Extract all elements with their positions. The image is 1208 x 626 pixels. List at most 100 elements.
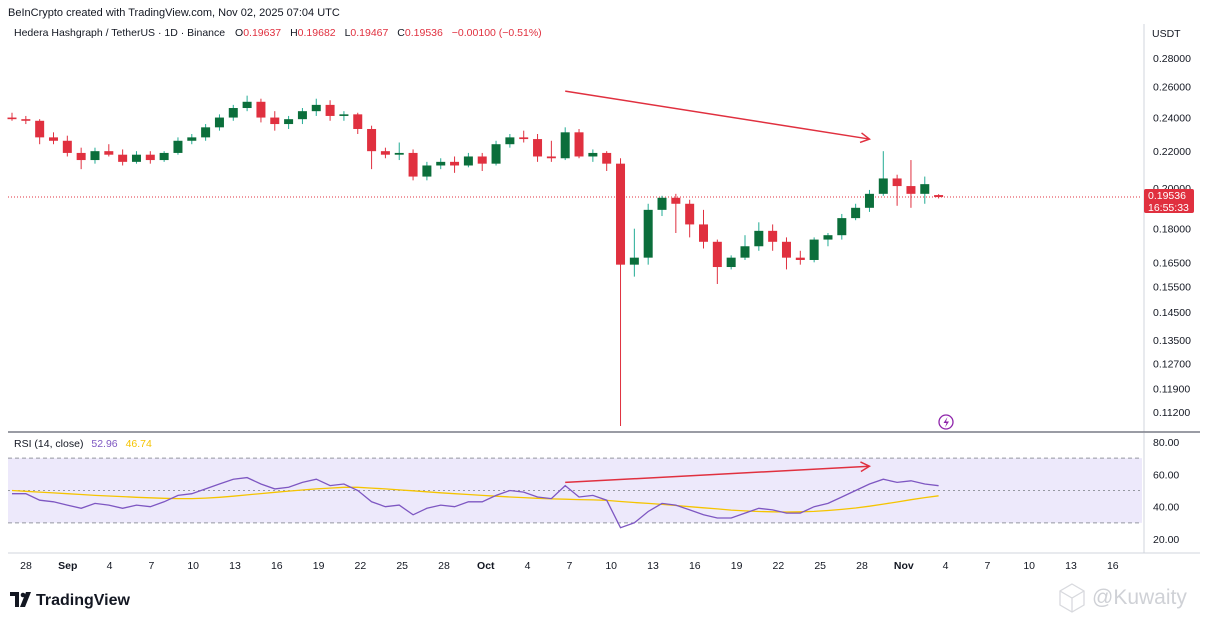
candle bbox=[560, 127, 570, 161]
candle bbox=[754, 222, 764, 251]
rsi-tick-3: 20.00 bbox=[1153, 534, 1179, 546]
last-price-tag: 0.19536 16:55:33 bbox=[1144, 189, 1194, 214]
price-tick-10: 0.12700 bbox=[1153, 358, 1191, 370]
candle-body bbox=[145, 154, 155, 161]
price-tick-6: 0.16500 bbox=[1153, 257, 1191, 269]
price-tick-11: 0.11900 bbox=[1153, 384, 1190, 396]
candle-body bbox=[422, 165, 432, 177]
time-tick-15: 13 bbox=[647, 560, 659, 572]
candle bbox=[325, 100, 335, 121]
candle-body bbox=[48, 137, 58, 141]
price-tick-3: 0.22000 bbox=[1153, 146, 1191, 158]
candle bbox=[284, 115, 294, 129]
candle bbox=[118, 149, 128, 166]
rsi-ma-value: 46.74 bbox=[126, 438, 152, 450]
candle-body bbox=[104, 151, 114, 155]
candle-body bbox=[837, 218, 847, 236]
candle-body bbox=[934, 195, 944, 198]
candle-body bbox=[214, 117, 224, 128]
candles bbox=[7, 95, 944, 427]
candle-body bbox=[781, 241, 791, 258]
candle-body bbox=[629, 257, 639, 265]
price-trend-arrow bbox=[565, 90, 870, 140]
time-tick-10: 28 bbox=[438, 560, 450, 572]
rsi-trend-arrow-head bbox=[860, 461, 872, 473]
candle-body bbox=[768, 230, 778, 242]
candle bbox=[159, 151, 169, 162]
tradingview-logo-icon bbox=[10, 592, 31, 607]
candle-body bbox=[657, 197, 667, 210]
candle bbox=[781, 237, 791, 270]
candle-body bbox=[270, 117, 280, 125]
candle-body bbox=[256, 101, 266, 118]
candle-body bbox=[21, 119, 31, 121]
candle-body bbox=[878, 178, 888, 194]
lightning-icon[interactable] bbox=[938, 414, 954, 430]
candle-body bbox=[505, 137, 515, 145]
candle-body bbox=[671, 197, 681, 204]
rsi-legend: RSI (14, close) 52.96 46.74 bbox=[14, 438, 152, 450]
tradingview-brand: TradingView bbox=[36, 592, 131, 609]
candle-body bbox=[574, 132, 584, 157]
candle bbox=[76, 147, 86, 170]
candle-body bbox=[477, 156, 487, 164]
time-tick-16: 16 bbox=[689, 560, 701, 572]
watermark-text: @Kuwaity bbox=[1092, 586, 1187, 609]
candle-body bbox=[311, 104, 321, 112]
candle bbox=[837, 213, 847, 240]
candle-body bbox=[712, 241, 722, 268]
time-tick-18: 22 bbox=[773, 560, 785, 572]
time-tick-22: 4 bbox=[943, 560, 949, 572]
candle-body bbox=[463, 156, 473, 166]
price-tick-0: 0.28000 bbox=[1153, 53, 1191, 65]
time-tick-17: 19 bbox=[731, 560, 743, 572]
credit-text: BeInCrypto created with TradingView.com,… bbox=[8, 7, 340, 19]
candle bbox=[297, 108, 307, 125]
candle bbox=[187, 133, 197, 145]
candle-body bbox=[809, 239, 819, 260]
time-tick-3: 7 bbox=[148, 560, 154, 572]
candle bbox=[145, 151, 155, 164]
rsi-trend-arrow bbox=[565, 465, 870, 484]
candle bbox=[616, 158, 626, 427]
candle bbox=[546, 140, 556, 162]
time-tick-26: 16 bbox=[1107, 560, 1119, 572]
candle-body bbox=[242, 101, 252, 109]
candle bbox=[477, 152, 487, 171]
candle bbox=[851, 203, 861, 221]
candle-body bbox=[533, 139, 543, 157]
time-tick-2: 4 bbox=[107, 560, 113, 572]
price-axis-ticks: 0.280000.260000.240000.220000.200000.180… bbox=[1153, 53, 1191, 419]
time-tick-5: 13 bbox=[229, 560, 241, 572]
candle bbox=[533, 133, 543, 162]
candle-body bbox=[131, 154, 141, 162]
candle bbox=[450, 156, 460, 173]
time-tick-7: 19 bbox=[313, 560, 325, 572]
candle-body bbox=[118, 154, 128, 162]
price-tick-7: 0.15500 bbox=[1153, 281, 1191, 293]
candle bbox=[48, 132, 58, 145]
candle bbox=[131, 151, 141, 164]
time-tick-24: 10 bbox=[1023, 560, 1035, 572]
candle-body bbox=[643, 209, 653, 258]
time-tick-20: 28 bbox=[856, 560, 868, 572]
candle-body bbox=[325, 104, 335, 116]
candle-body bbox=[726, 257, 736, 268]
candle-body bbox=[367, 128, 377, 152]
candle bbox=[491, 140, 501, 166]
candle bbox=[643, 203, 653, 265]
candle-body bbox=[228, 108, 238, 118]
symbol-legend: Hedera Hashgraph / TetherUS · 1D · Binan… bbox=[14, 27, 542, 39]
candle bbox=[823, 233, 833, 247]
candle-body bbox=[187, 137, 197, 141]
candle-body bbox=[616, 163, 626, 265]
candle bbox=[519, 130, 529, 143]
candle-body bbox=[560, 132, 570, 159]
rsi-axis-ticks: 80.00 60.00 40.00 20.00 bbox=[1153, 437, 1179, 546]
price-tick-12: 0.11200 bbox=[1153, 407, 1190, 419]
candle-body bbox=[491, 144, 501, 164]
candle bbox=[699, 209, 708, 249]
candle bbox=[353, 112, 363, 134]
candle-body bbox=[823, 235, 833, 240]
